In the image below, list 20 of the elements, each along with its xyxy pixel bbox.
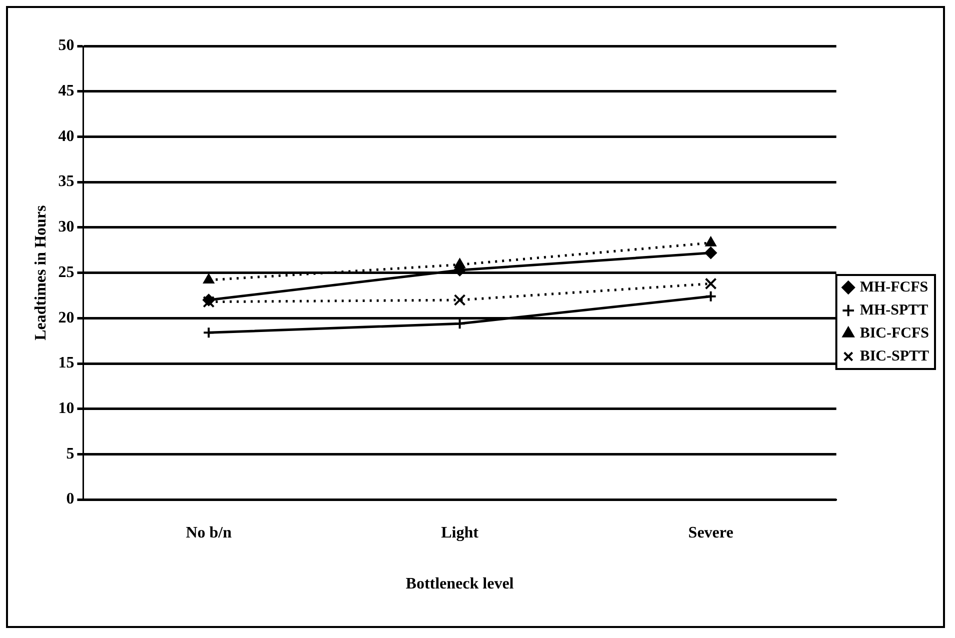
- x-tick-label: Severe: [688, 524, 734, 542]
- legend-label: BIC-FCFS: [860, 325, 929, 342]
- y-tick-label: 45: [58, 82, 74, 100]
- y-tick-label: 40: [58, 128, 74, 145]
- y-tick-label: 35: [58, 173, 74, 190]
- y-tick-label: 50: [58, 37, 74, 54]
- y-axis-title: Leadtimes in Hours: [32, 205, 50, 340]
- y-tick-label: 25: [58, 264, 74, 281]
- x-axis-title: Bottleneck level: [406, 576, 514, 593]
- legend-label: MH-SPTT: [860, 302, 928, 318]
- y-tick-label: 5: [66, 445, 74, 462]
- y-tick-label: 15: [58, 354, 74, 372]
- y-tick-label: 20: [58, 309, 74, 326]
- legend-label: MH-FCFS: [860, 279, 928, 296]
- y-tick-label: 0: [66, 490, 74, 508]
- x-tick-label: Light: [441, 524, 480, 542]
- y-tick-label: 30: [58, 218, 74, 236]
- legend-label: BIC-SPTT: [860, 348, 930, 364]
- x-tick-label: No b/n: [186, 524, 232, 542]
- y-tick-label: 10: [58, 400, 74, 418]
